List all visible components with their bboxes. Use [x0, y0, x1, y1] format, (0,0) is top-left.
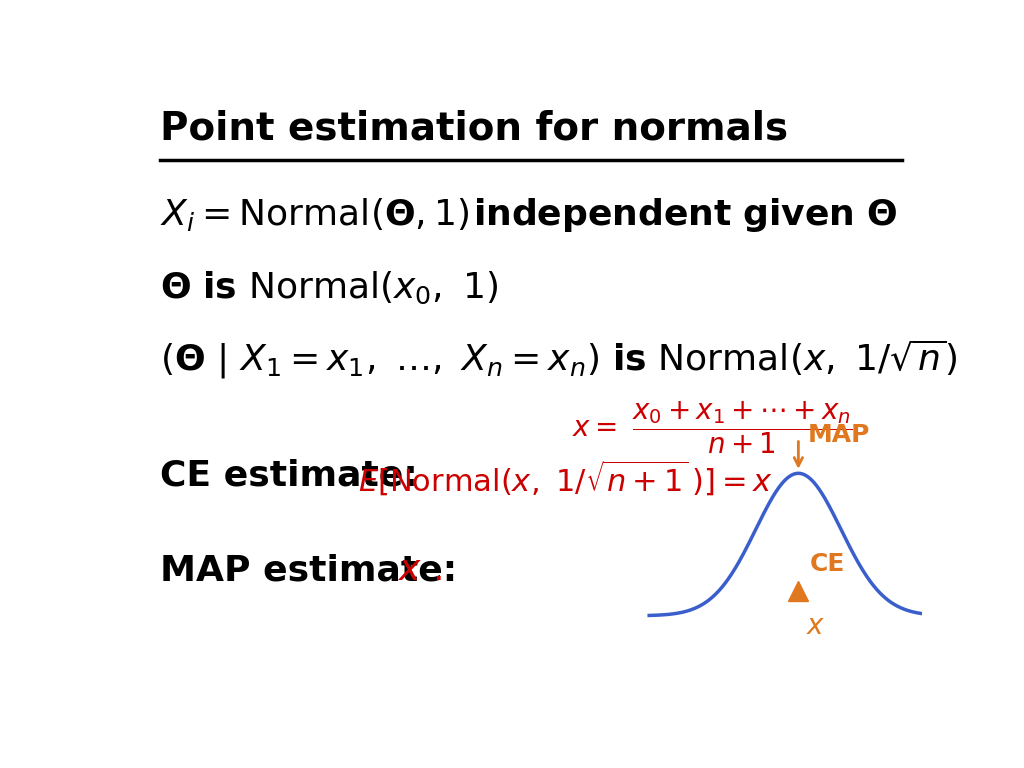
Text: $x = \ \dfrac{x_0+x_1+\cdots +x_n}{n+1}$: $x = \ \dfrac{x_0+x_1+\cdots +x_n}{n+1}$: [572, 399, 853, 456]
Text: CE: CE: [810, 551, 846, 576]
Text: $x\ .$: $x\ .$: [397, 554, 441, 588]
Text: $X_i = \mathrm{Normal}(\mathbf{\Theta}, 1)$: $X_i = \mathrm{Normal}(\mathbf{\Theta}, …: [160, 196, 469, 233]
Text: $E[\mathrm{Normal}(x,\ 1/\sqrt{n+1}\,)]=x$: $E[\mathrm{Normal}(x,\ 1/\sqrt{n+1}\,)]=…: [358, 458, 773, 498]
Text: $\mathbf{independent\ given}\ \mathbf{\Theta}$: $\mathbf{independent\ given}\ \mathbf{\T…: [473, 196, 897, 233]
Text: $x$: $x$: [806, 613, 825, 640]
Text: CE estimate:: CE estimate:: [160, 458, 418, 493]
Text: MAP estimate:: MAP estimate:: [160, 554, 457, 588]
Text: Point estimation for normals: Point estimation for normals: [160, 110, 787, 148]
Text: MAP: MAP: [808, 423, 870, 447]
Text: $(\mathbf{\Theta}\ |\ X_1 = x_1,\ \ldots,\ X_n = x_n)$$\ \mathbf{is}\ \mathrm{No: $(\mathbf{\Theta}\ |\ X_1 = x_1,\ \ldots…: [160, 338, 957, 381]
Text: $\mathbf{\Theta}\ \mathbf{is}\ \mathrm{Normal}(x_0,\ 1)$: $\mathbf{\Theta}\ \mathbf{is}\ \mathrm{N…: [160, 270, 498, 306]
